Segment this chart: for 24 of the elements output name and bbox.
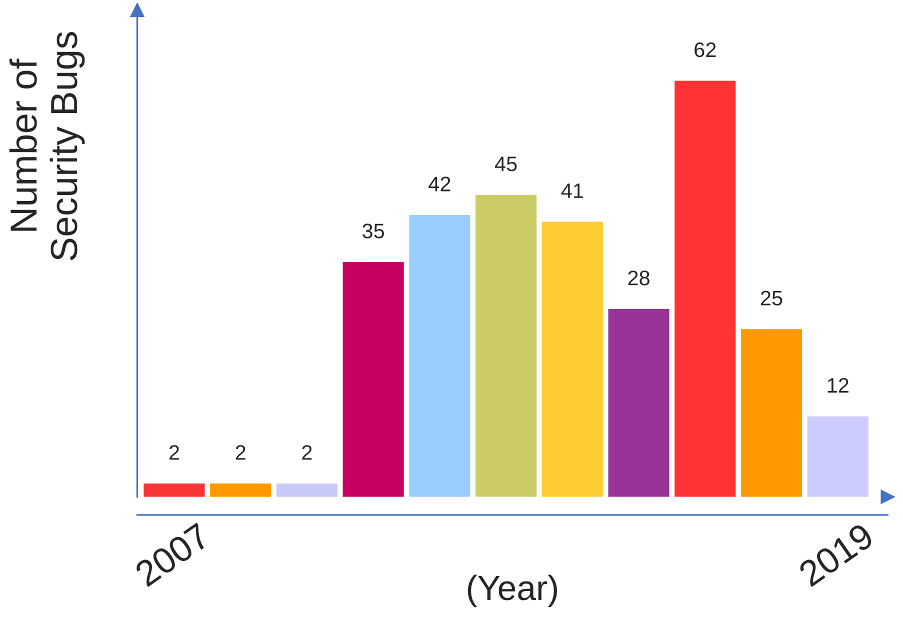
data-label: 25 [760,290,782,306]
data-label: 41 [561,184,583,198]
data-label: 2 [169,445,179,460]
data-label: 42 [428,176,450,192]
data-label: 28 [628,270,650,286]
bar [210,483,272,497]
data-label: 35 [362,224,384,238]
bar [674,80,736,497]
bar [276,483,338,497]
bar [409,214,470,497]
bar [144,483,205,497]
data-label: 2 [302,445,312,460]
bar [608,308,670,497]
bar [740,329,802,497]
data-label: 45 [494,156,517,172]
data-label: 12 [828,378,848,393]
data-label: 2 [236,445,246,460]
bar [342,262,404,497]
y-axis-title: Number of Security Bugs [9,32,85,260]
bar [542,222,603,497]
data-label: 62 [694,42,716,58]
bar [476,194,537,497]
bar [807,416,868,497]
x-axis-title: (Year) [468,574,557,608]
